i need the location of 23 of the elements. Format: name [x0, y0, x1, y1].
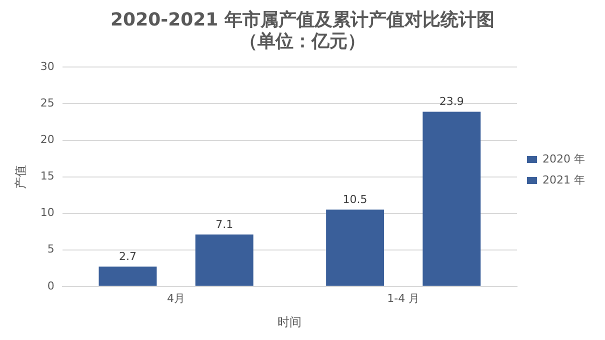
- data-label: 23.9: [439, 95, 464, 108]
- x-tick-label: 1-4 月: [387, 292, 420, 305]
- y-tick-label: 15: [40, 170, 54, 183]
- y-axis-title: 产值: [13, 164, 28, 189]
- data-label: 10.5: [342, 193, 368, 206]
- bar: [422, 112, 481, 286]
- x-tick-label: 4月: [167, 292, 186, 305]
- bar: [98, 266, 157, 286]
- x-axis-title: 时间: [278, 314, 302, 329]
- legend-label: 2020 年: [542, 152, 586, 166]
- data-label: 2.7: [119, 250, 136, 264]
- y-tick-label: 30: [40, 60, 54, 74]
- chart-subtitle: （单位：亿元）: [240, 31, 366, 52]
- y-tick-label: 10: [40, 206, 54, 220]
- bar: [195, 234, 254, 286]
- y-tick-label: 0: [47, 279, 54, 292]
- legend-label: 2021 年: [542, 173, 586, 186]
- y-tick-label: 20: [40, 133, 54, 146]
- y-tick-label: 25: [40, 96, 54, 110]
- data-label: 7.1: [216, 218, 234, 231]
- bar: [326, 210, 384, 286]
- chart-title: 2020-2021 年市属产值及累计产值对比统计图: [110, 9, 494, 30]
- y-tick-label: 5: [47, 242, 54, 256]
